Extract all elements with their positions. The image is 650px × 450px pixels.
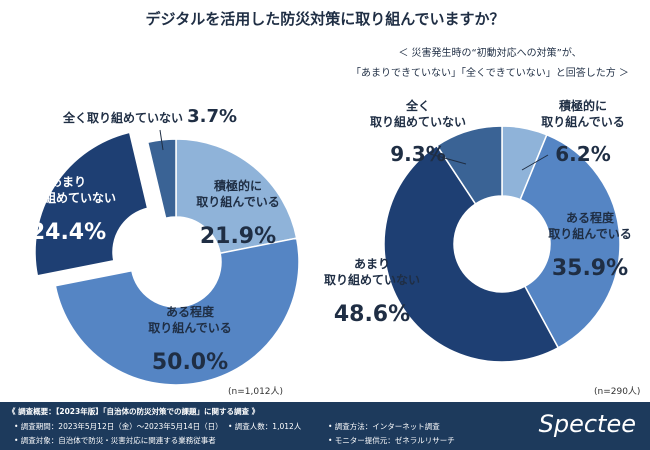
chart1-label-line-0-1: 取り組んでいる bbox=[196, 194, 279, 209]
footer-target: • 調査対象：自治体で防災・災害対応に関連する業務従事者 bbox=[14, 436, 216, 445]
chart1-label-line-1-1: 取り組んでいる bbox=[148, 320, 231, 335]
chart1-value-1: 50.0% bbox=[152, 350, 228, 375]
chart2-leader-line-1 bbox=[429, 153, 467, 165]
chart2-label-line-3-1: 取り組めていない bbox=[370, 114, 466, 129]
chart1-label-line-2-0: あまり bbox=[50, 175, 86, 189]
charts-canvas: 積極的に取り組んでいる21.9%ある程度取り組んでいる50.0%あまり取り組めて… bbox=[20, 98, 632, 386]
chart1-label-line-0-0: 積極的に bbox=[213, 178, 262, 193]
chart2-label-3: 全く取り組めていない 9.3% bbox=[370, 98, 466, 166]
chart2-label-line-0-0: 積極的に bbox=[558, 98, 607, 113]
footer-respondents: • 調査人数：1,012人 bbox=[228, 422, 302, 431]
chart1-label-text-3: 全く取り組めていない 3.7% bbox=[62, 106, 237, 127]
chart2-label-line-0-1: 取り組んでいる bbox=[541, 114, 624, 129]
chart1-label-line-2-1: 取り組めていない bbox=[20, 190, 116, 205]
chart1-value-3: 3.7% bbox=[187, 106, 237, 127]
chart2-slice-1 bbox=[519, 133, 621, 349]
chart1-value-0: 21.9% bbox=[200, 224, 276, 249]
chart1-slice-1 bbox=[54, 237, 300, 386]
chart-subtitle-line1: ＜ 災害発生時の“初動対応への対策”が、 bbox=[398, 48, 582, 59]
chart2-leader-line-0 bbox=[521, 154, 549, 171]
footer-provider: • モニター提供元：ゼネラルリサーチ bbox=[328, 436, 455, 445]
chart2-slice-3 bbox=[435, 125, 503, 206]
chart1-slice-2 bbox=[34, 131, 149, 277]
chart2-sample-size: (n=290人) bbox=[594, 387, 641, 397]
chart1-label-3: 全く取り組めていない 3.7% bbox=[62, 106, 237, 127]
chart2-value-3: 9.3% bbox=[390, 142, 445, 166]
chart2-label-line-1-0: ある程度 bbox=[566, 210, 615, 225]
chart2-slice-2 bbox=[383, 144, 560, 363]
chart1-label-line-1-0: ある程度 bbox=[166, 304, 215, 319]
chart2-value-2: 48.6% bbox=[334, 302, 410, 327]
chart1-sample-size: (n=1,012人) bbox=[228, 387, 284, 397]
chart2-label-line-2-1: 取り組めていない bbox=[324, 272, 420, 287]
chart1-leader-line-0 bbox=[159, 129, 164, 151]
chart2-label-line-2-0: あまり bbox=[354, 257, 390, 271]
footer-method: • 調査方法：インターネット調査 bbox=[328, 422, 440, 431]
chart-title: デジタルを活用した防災対策に取り組んでいますか？ bbox=[145, 10, 505, 28]
chart2-label-line-3-0: 全く bbox=[405, 98, 430, 113]
chart2-value-1: 35.9% bbox=[552, 256, 628, 281]
chart-subtitle-line2: 「あまりできていない」「全くできていない」と回答した方 ＞ bbox=[351, 68, 629, 79]
chart2-value-0: 6.2% bbox=[555, 142, 610, 166]
chart1-slice-0 bbox=[175, 138, 298, 255]
footer-period: • 調査期間：2023年5月12日（金）〜2023年5月14日（日） bbox=[14, 422, 223, 431]
footer-heading: 《 調査概要：【2023年版】「自治体の防災対策での課題」に関する調査 》 bbox=[8, 407, 260, 416]
spectee-logo: Spectee bbox=[538, 410, 636, 438]
chart2-label-line-1-1: 取り組んでいる bbox=[548, 226, 631, 241]
chart1-value-2: 24.4% bbox=[30, 220, 106, 245]
chart1-slice-3 bbox=[146, 138, 177, 220]
survey-footer: 《 調査概要：【2023年版】「自治体の防災対策での課題」に関する調査 》 • … bbox=[0, 402, 650, 450]
